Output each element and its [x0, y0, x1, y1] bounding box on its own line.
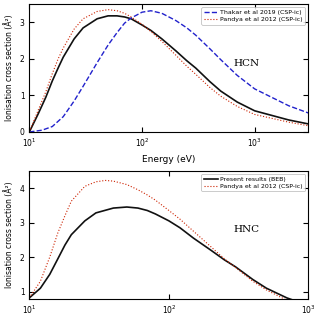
Text: HNC: HNC: [233, 225, 259, 234]
Legend: Thakar et al 2019 (CSP-ic), Pandya et al 2012 (CSP-ic): Thakar et al 2019 (CSP-ic), Pandya et al…: [201, 7, 305, 25]
Text: HCN: HCN: [233, 59, 259, 68]
Legend: Present results (BEB), Pandya et al 2012 (CSP-ic): Present results (BEB), Pandya et al 2012…: [201, 174, 305, 191]
X-axis label: Energy (eV): Energy (eV): [142, 155, 196, 164]
Y-axis label: Ionisation cross section (Å²): Ionisation cross section (Å²): [4, 15, 14, 121]
Y-axis label: Ionisation cross section (Å²): Ionisation cross section (Å²): [4, 181, 14, 288]
